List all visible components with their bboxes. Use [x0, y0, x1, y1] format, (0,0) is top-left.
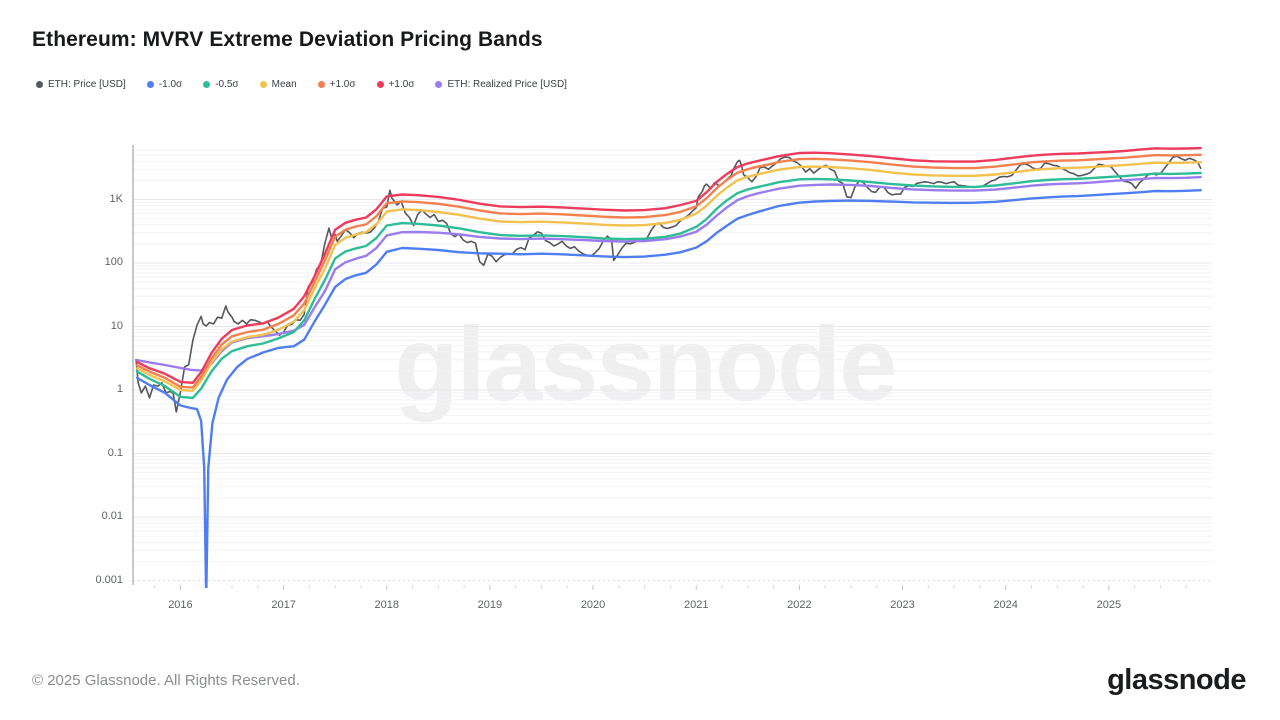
legend-dot-icon	[146, 81, 154, 88]
y-tick-label: 100	[104, 256, 123, 268]
legend-dot-icon	[259, 81, 267, 88]
series-line-plus1sigma-red	[135, 146, 1202, 384]
page-title: Ethereum: MVRV Extreme Deviation Pricing…	[32, 28, 543, 51]
x-tick-label: 2024	[993, 599, 1018, 611]
x-tick-label: 2019	[477, 599, 503, 611]
x-tick-label: 2017	[271, 599, 296, 611]
x-axis-ticks	[154, 585, 1187, 590]
legend-item-label: +1.0σ	[388, 79, 415, 90]
watermark: glassnode	[394, 306, 895, 423]
legend-dot-icon	[36, 81, 43, 88]
x-tick-label: 2020	[580, 599, 606, 611]
legend-dot-icon	[376, 81, 384, 88]
legend-item-label: -0.5σ	[215, 79, 239, 90]
legend-item-label: +1.0σ	[329, 79, 356, 90]
legend-item-mean[interactable]: Mean	[259, 79, 297, 90]
y-axis-labels: 1K 100 10 1 0.1 0.01 0.001	[0, 0, 123, 720]
legend-item-plus-1-0-sigma-orange[interactable]: +1.0σ	[317, 79, 356, 90]
legend-item-minus-1-0-sigma[interactable]: -1.0σ	[146, 79, 183, 90]
x-tick-label: 2016	[168, 599, 193, 611]
series-line-minus1sigma	[135, 189, 1202, 588]
footer-copyright: © 2025 Glassnode. All Rights Reserved.	[32, 672, 300, 689]
y-tick-label: 0.1	[107, 446, 123, 459]
x-tick-label: 2021	[683, 599, 709, 611]
legend-dot-icon	[203, 81, 211, 88]
legend-item-label: -1.0σ	[158, 79, 183, 90]
legend: ETH: Price [USD] -1.0σ -0.5σ Mean +1.0σ +1.0σ…	[36, 79, 567, 90]
legend-item-eth-realized-price[interactable]: ETH: Realized Price [USD]	[435, 79, 567, 90]
series-line-plus1sigma-orange	[135, 153, 1202, 389]
legend-dot-icon	[435, 81, 443, 88]
legend-dot-icon	[317, 81, 325, 88]
y-tick-label: 0.001	[95, 573, 123, 586]
series-line-realized	[135, 175, 1202, 372]
y-tick-label: 1	[116, 383, 123, 395]
legend-item-plus-1-0-sigma-red[interactable]: +1.0σ	[376, 79, 415, 90]
y-tick-label: 10	[110, 319, 123, 332]
series-line-mean	[135, 161, 1202, 392]
legend-item-minus-0-5-sigma[interactable]: -0.5σ	[203, 79, 239, 90]
glassnode-logo: glassnode	[1107, 664, 1246, 696]
legend-item-label: Mean	[271, 79, 297, 90]
x-tick-label: 2025	[1096, 599, 1122, 611]
series-lines	[135, 146, 1202, 588]
x-tick-label: 2022	[787, 599, 812, 611]
y-tick-label: 0.01	[101, 510, 123, 522]
legend-item-label: ETH: Price [USD]	[48, 79, 126, 90]
legend-item-eth-price[interactable]: ETH: Price [USD]	[36, 79, 126, 90]
series-line-minus05sigma	[135, 171, 1202, 400]
x-tick-label: 2018	[374, 599, 399, 611]
y-tick-label: 1K	[109, 192, 123, 205]
legend-item-label: ETH: Realized Price [USD]	[447, 79, 567, 90]
x-tick-label: 2023	[890, 599, 915, 611]
